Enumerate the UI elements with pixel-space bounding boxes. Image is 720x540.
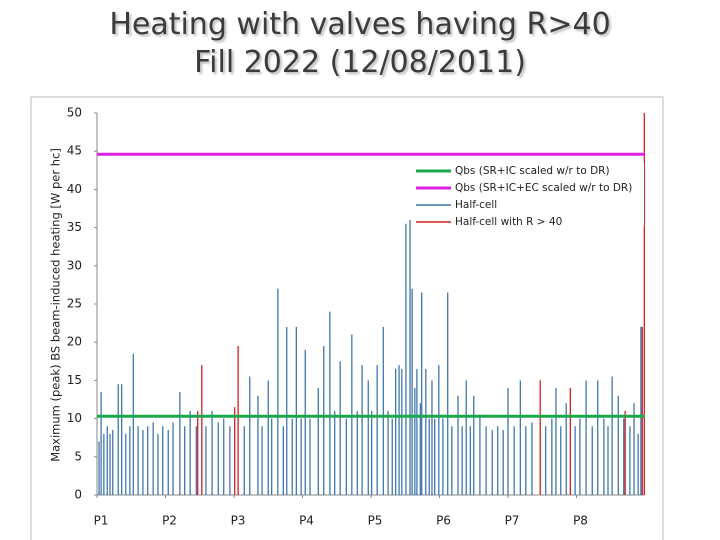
title: Heating with valves having R>40 Fill 202… xyxy=(0,6,720,82)
legend-label: Qbs (SR+IC scaled w/r to DR) xyxy=(455,165,610,177)
legend-label: Half-cell with R > 40 xyxy=(455,216,562,228)
chart-subtitle: Fill 2022 (12/08/2011) xyxy=(194,45,526,80)
y-tick-label: 20 xyxy=(67,335,82,349)
y-tick-label: 45 xyxy=(67,144,82,158)
x-tick-label: P8 xyxy=(573,514,588,528)
chart-title: Heating with valves having R>40 xyxy=(109,7,611,42)
y-tick-label: 30 xyxy=(67,258,82,272)
legend: Qbs (SR+IC scaled w/r to DR) Qbs (SR+IC+E… xyxy=(412,162,644,228)
y-tick-label: 15 xyxy=(67,373,82,387)
x-tick-label: P2 xyxy=(162,514,177,528)
y-axis-label: Maximum (peak) BS beam-induced heating [… xyxy=(49,148,63,462)
y-tick-label: 25 xyxy=(67,297,82,311)
x-tick-label: P4 xyxy=(299,514,314,528)
x-tick-label: P3 xyxy=(231,514,246,528)
legend-label: Half-cell xyxy=(455,199,497,211)
y-tick-label: 35 xyxy=(67,220,82,234)
x-tick-label: P5 xyxy=(368,514,383,528)
y-tick-label: 50 xyxy=(67,106,82,120)
y-tick-label: 40 xyxy=(67,182,82,196)
x-tick-label: P1 xyxy=(94,514,109,528)
x-tick-label: P7 xyxy=(505,514,520,528)
legend-label: Qbs (SR+IC+EC scaled w/r to DR) xyxy=(455,182,632,194)
legend-box xyxy=(412,162,644,226)
y-tick-label: 10 xyxy=(67,411,82,425)
x-tick-label: P6 xyxy=(436,514,451,528)
y-tick-label: 0 xyxy=(74,488,82,502)
y-tick-label: 5 xyxy=(74,449,82,463)
